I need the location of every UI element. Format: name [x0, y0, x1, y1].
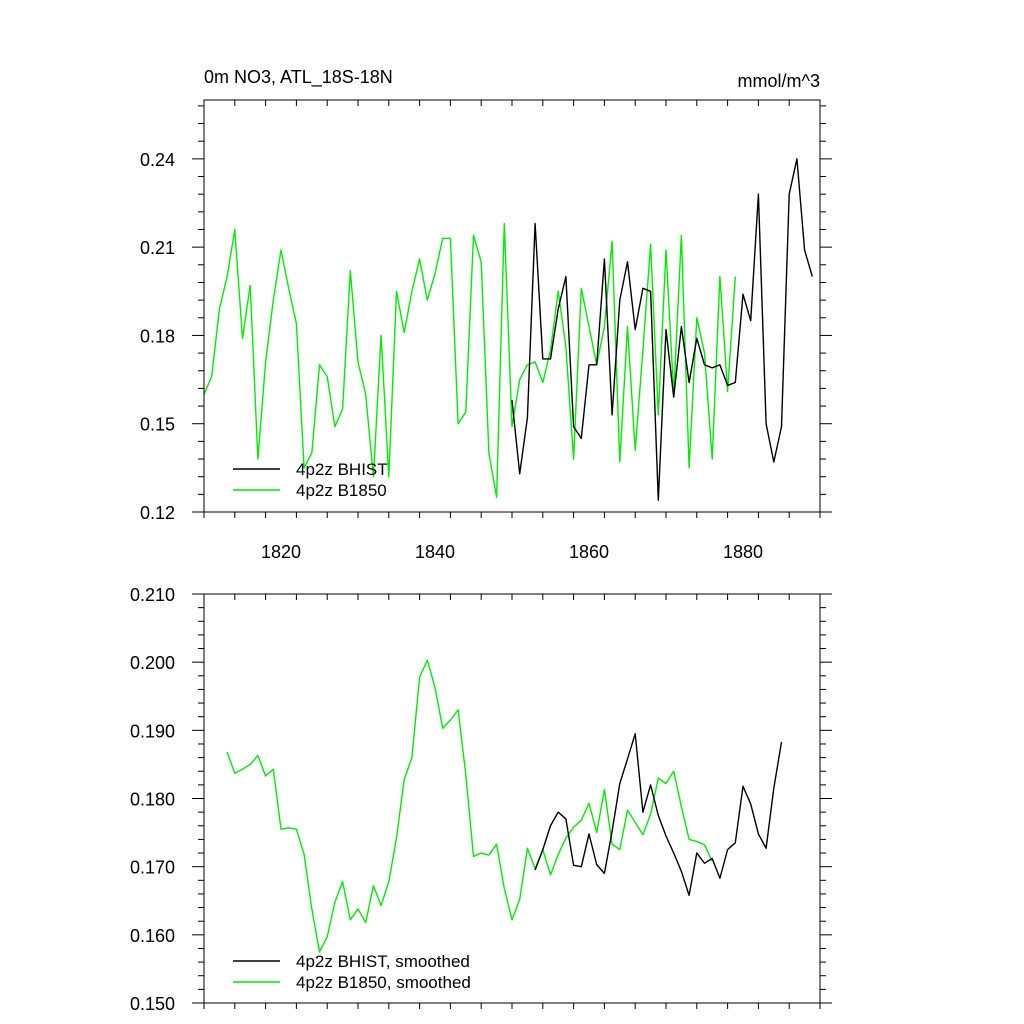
y-tick-label: 0.18: [140, 326, 175, 346]
legend-label-b1850-smoothed: 4p2z B1850, smoothed: [296, 973, 471, 992]
top-panel-title: 0m NO3, ATL_18S-18N: [204, 67, 393, 88]
x-tick-label: 1840: [415, 542, 455, 562]
x-tick-label: 1860: [569, 542, 609, 562]
top-panel-series: [203, 158, 813, 501]
x-tick-label: 1820: [261, 542, 301, 562]
y-tick-label: 0.170: [130, 858, 175, 878]
series-line-4p2z-b1850-smoothed: [226, 659, 713, 953]
y-tick-label: 0.200: [130, 653, 175, 673]
top-panel-ticks: 1820 1840 1860 1880 0.12 0.15 0.18 0.21 0.24: [140, 100, 832, 562]
bottom-panel-legend: 4p2z BHIST, smoothed 4p2z B1850, smoothe…: [233, 952, 471, 992]
y-tick-label: 0.150: [130, 994, 175, 1014]
legend-label-bhist: 4p2z BHIST: [296, 460, 388, 479]
series-line-4p2z-bhist-smoothed: [534, 733, 783, 896]
series-line-4p2z-bhist: [511, 158, 813, 501]
y-tick-label: 0.24: [140, 150, 175, 170]
y-tick-label: 0.210: [130, 585, 175, 605]
top-panel: 0m NO3, ATL_18S-18N mmol/m^3 1820 1840 186…: [140, 67, 832, 562]
legend-label-bhist-smoothed: 4p2z BHIST, smoothed: [296, 952, 470, 971]
top-panel-legend: 4p2z BHIST 4p2z B1850: [233, 460, 388, 500]
bottom-panel-series: [226, 659, 783, 953]
top-panel-units: mmol/m^3: [738, 71, 820, 91]
y-tick-label: 0.15: [140, 415, 175, 435]
y-tick-label: 0.160: [130, 926, 175, 946]
y-tick-label: 0.190: [130, 721, 175, 741]
series-line-4p2z-b1850: [203, 222, 736, 498]
y-tick-label: 0.180: [130, 790, 175, 810]
top-panel-frame: [203, 99, 821, 513]
y-tick-label: 0.21: [140, 238, 175, 258]
bottom-panel: 0.150 0.160 0.170 0.180 0.190 0.200 0.210 4p2z…: [130, 585, 832, 1014]
x-tick-label: 1880: [723, 542, 763, 562]
y-tick-label: 0.12: [140, 503, 175, 523]
legend-label-b1850: 4p2z B1850: [296, 481, 387, 500]
bottom-panel-frame: [203, 593, 821, 1004]
